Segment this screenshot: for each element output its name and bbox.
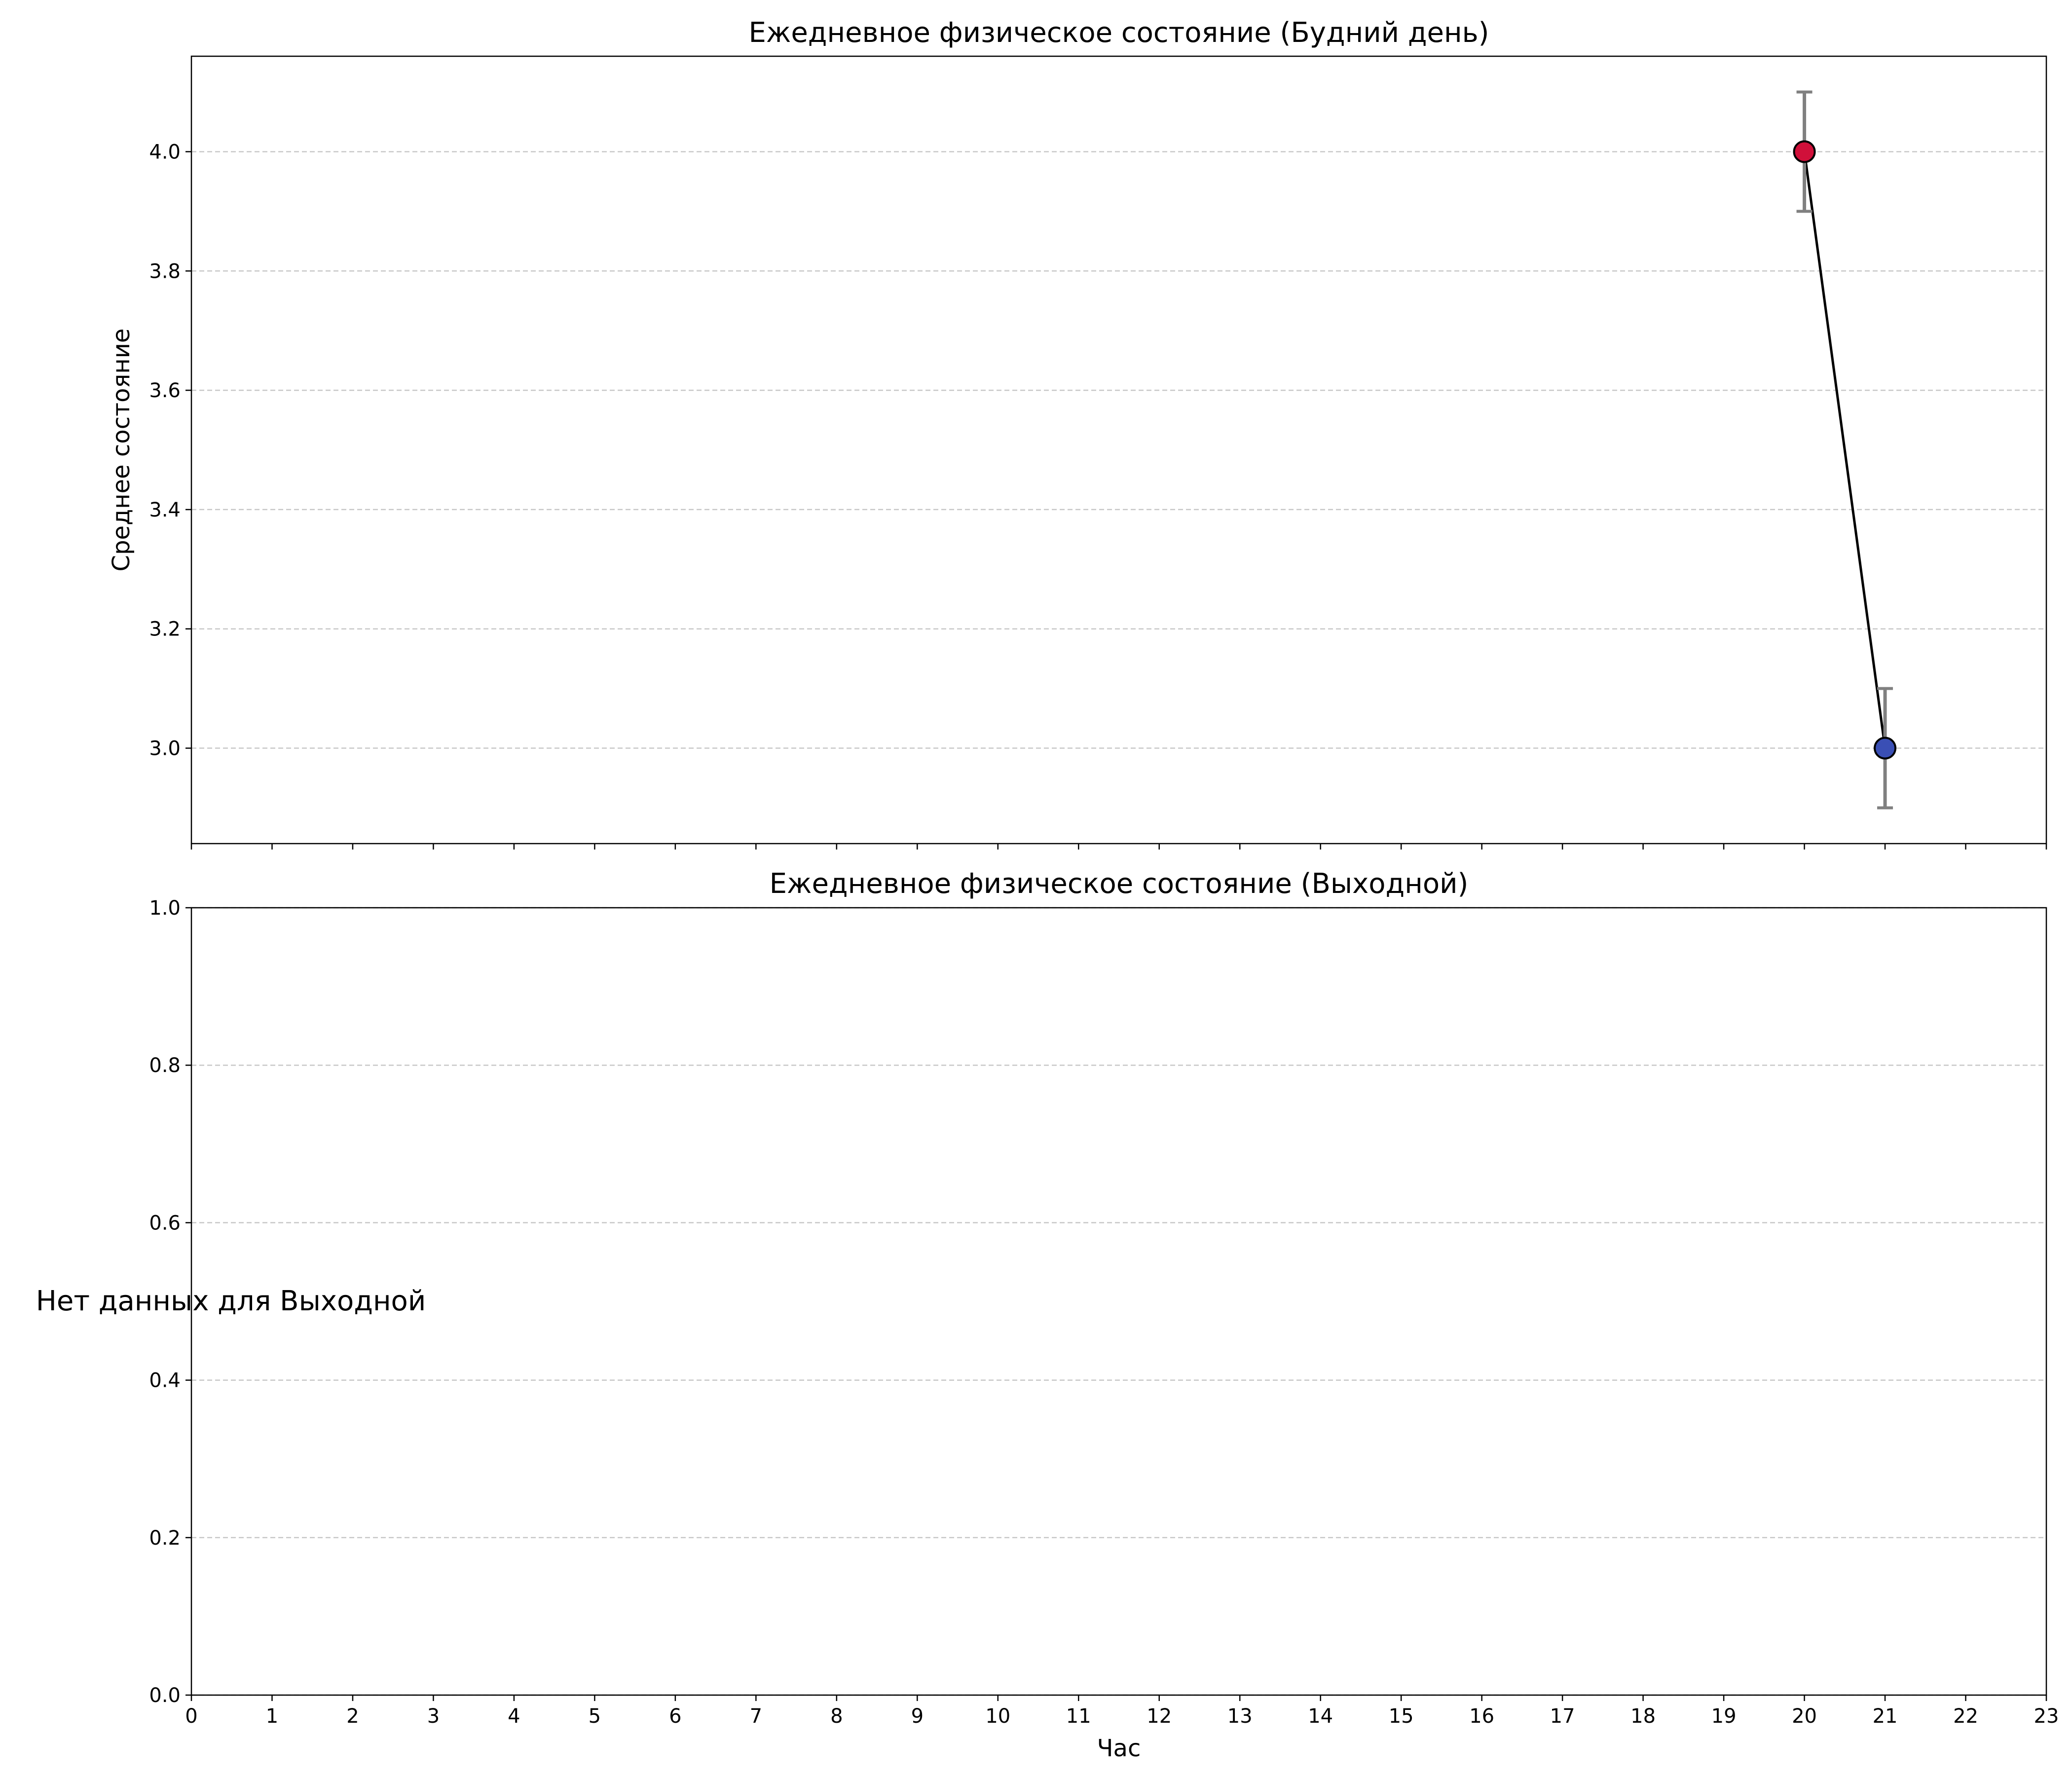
weekday-chart-title: Ежедневное физическое состояние (Будний … <box>749 17 1489 49</box>
y-tick-label: 1.0 <box>149 897 181 920</box>
no-data-annotation: Нет данных для Выходной <box>36 1285 426 1317</box>
x-axis-label: Час <box>1097 1735 1141 1762</box>
x-tick-label: 8 <box>830 1705 843 1728</box>
y-tick-label: 0.8 <box>149 1054 181 1077</box>
axes-frame <box>190 55 2047 845</box>
y-tick-label: 3.0 <box>149 738 181 760</box>
x-tick-label: 5 <box>589 1705 601 1728</box>
x-tick-label: 0 <box>185 1705 197 1728</box>
x-tick-label: 11 <box>1066 1705 1091 1728</box>
x-tick-label: 10 <box>985 1705 1010 1728</box>
x-tick-label: 6 <box>669 1705 681 1728</box>
x-tick-label: 9 <box>911 1705 924 1728</box>
x-tick-label: 20 <box>1792 1705 1817 1728</box>
x-tick-label: 18 <box>1630 1705 1656 1728</box>
weekday-panel: Ежедневное физическое состояние (Будний … <box>108 17 2047 850</box>
series-line <box>1803 151 1887 748</box>
x-tick-label: 16 <box>1469 1705 1494 1728</box>
x-tick-label: 4 <box>508 1705 520 1728</box>
x-tick-label: 19 <box>1711 1705 1737 1728</box>
x-tick-label: 12 <box>1147 1705 1172 1728</box>
y-tick-label: 3.2 <box>149 618 181 641</box>
weekday-y-axis-label: Среднее состояние <box>108 329 135 572</box>
x-tick-label: 14 <box>1308 1705 1333 1728</box>
x-tick-label: 17 <box>1550 1705 1575 1728</box>
y-tick-label: 0.2 <box>149 1527 181 1550</box>
x-tick-label: 15 <box>1389 1705 1414 1728</box>
weekend-axes: 0.00.20.40.60.81.00 1 2 3 4 5 6 7 8 9 10 11 12 13 14 15… <box>149 897 2059 1728</box>
x-tick-label: 22 <box>1953 1705 1978 1728</box>
x-tick-label: 2 <box>346 1705 359 1728</box>
weekday-plot-area <box>1793 90 1897 810</box>
weekend-panel: Ежедневное физическое состояние (Выходно… <box>36 868 2059 1762</box>
x-tick-label: 23 <box>2034 1705 2059 1728</box>
data-point <box>1793 140 1816 163</box>
weekday-axes: 3.0 3.2 3.4 3.6 3.8 4.0 <box>149 55 2047 850</box>
axes-frame <box>190 907 2047 1696</box>
x-tick-label: 7 <box>750 1705 762 1728</box>
y-tick-label: 0.6 <box>149 1212 181 1234</box>
y-tick-label: 0.4 <box>149 1369 181 1392</box>
y-tick-label: 0.0 <box>149 1684 181 1707</box>
weekday-gridlines <box>191 151 2046 749</box>
y-tick-label: 3.6 <box>149 379 181 402</box>
x-tick-label: 3 <box>427 1705 440 1728</box>
x-tick-label: 1 <box>266 1705 278 1728</box>
x-tick-label: 13 <box>1227 1705 1253 1728</box>
x-tick-label: 21 <box>1873 1705 1898 1728</box>
y-tick-label: 3.8 <box>149 260 181 283</box>
y-tick-label: 4.0 <box>149 141 181 163</box>
y-tick-label: 3.4 <box>149 499 181 521</box>
weekend-chart-title: Ежедневное физическое состояние (Выходно… <box>770 868 1469 900</box>
data-point <box>1874 737 1897 760</box>
